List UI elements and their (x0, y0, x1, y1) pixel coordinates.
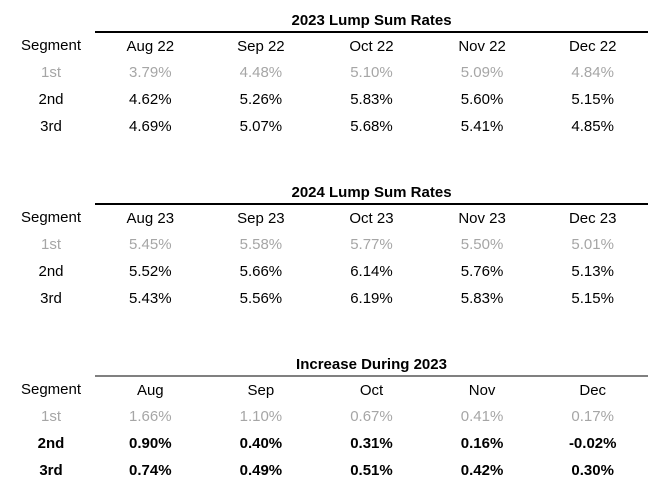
rate-cell: 1.66% (129, 408, 172, 425)
rate-cell: 0.17% (571, 408, 614, 425)
table-row: 2nd 5.52% 5.66% 6.14% 5.76% 5.13% (7, 258, 648, 285)
rate-cell: 5.07% (239, 118, 283, 135)
segment-label: 3rd (40, 118, 62, 135)
table-row: 2nd 0.90% 0.40% 0.31% 0.16% -0.02% (7, 430, 648, 457)
rate-cell: 5.15% (571, 91, 614, 108)
month-column-header: Dec 22 (568, 37, 617, 55)
month-column-header: Oct 23 (349, 209, 394, 227)
month-column-header: Aug 22 (126, 37, 175, 55)
rates-table-1: 2023 Lump Sum Rates Segment Aug 22 Sep 22 Oc… (7, 8, 649, 140)
rate-cell: 0.90% (129, 435, 172, 452)
rate-cell: 0.41% (460, 408, 504, 425)
segment-label: 3rd (40, 290, 62, 307)
rate-cell: 0.31% (350, 435, 393, 452)
month-column-header: Sep 22 (237, 37, 285, 55)
table-row: 3rd 4.69% 5.07% 5.68% 5.41% 4.85% (7, 113, 648, 140)
segment-label: 1st (40, 408, 61, 425)
rate-cell: 4.69% (129, 118, 172, 135)
segment-label: 3rd (39, 462, 63, 479)
rate-cell: 5.26% (239, 91, 283, 108)
rate-cell: 5.58% (239, 236, 283, 253)
table-title: 2023 Lump Sum Rates (95, 8, 649, 33)
month-column-header: Sep 23 (237, 209, 285, 227)
rate-cell: 4.62% (129, 91, 172, 108)
month-column-header: Nov 22 (458, 37, 506, 55)
rate-cell: 5.66% (239, 263, 283, 280)
table-row: 2nd 4.62% 5.26% 5.83% 5.60% 5.15% (7, 86, 648, 113)
rate-cell: 0.51% (350, 462, 393, 479)
month-column-header: Dec 23 (568, 209, 617, 227)
month-column-header: Nov 23 (458, 209, 506, 227)
rate-cell: 5.15% (571, 290, 614, 307)
table-title: 2024 Lump Sum Rates (95, 180, 649, 205)
title-row-spacer (7, 180, 95, 204)
rate-cell: 5.09% (460, 64, 504, 81)
month-column-header: Dec (579, 381, 607, 399)
table-row: 1st 5.45% 5.58% 5.77% 5.50% 5.01% (7, 231, 648, 258)
rate-cell: 0.16% (460, 435, 504, 452)
segment-label: 1st (40, 64, 61, 81)
rates-table-2: 2024 Lump Sum Rates Segment Aug 23 Sep 23 Oc… (7, 180, 649, 312)
rate-cell: 4.84% (571, 64, 614, 81)
month-column-header: Oct (359, 381, 384, 399)
rate-cell: 5.68% (350, 118, 393, 135)
month-column-header: Oct 22 (349, 37, 394, 55)
rate-cell: 5.83% (350, 91, 393, 108)
rate-cell: 5.60% (460, 91, 504, 108)
rate-cell: 0.30% (571, 462, 614, 479)
rate-cell: 5.83% (460, 290, 504, 307)
rate-cell: 5.10% (350, 64, 393, 81)
rate-cell: 5.41% (460, 118, 504, 135)
table-row: 3rd 5.43% 5.56% 6.19% 5.83% 5.15% (7, 285, 648, 312)
rate-cell: 0.49% (239, 462, 283, 479)
rate-cell: 5.52% (129, 263, 172, 280)
month-column-header: Nov (468, 381, 496, 399)
rate-cell: 6.14% (350, 263, 393, 280)
table-row: 1st 3.79% 4.48% 5.10% 5.09% 4.84% (7, 59, 648, 86)
rate-cell: 3.79% (129, 64, 172, 81)
segment-column-header: Segment (20, 381, 82, 398)
rate-cell: 5.13% (571, 263, 614, 280)
segment-label: 1st (40, 236, 61, 253)
rate-cell: 5.43% (129, 290, 172, 307)
title-row-spacer (7, 8, 95, 32)
month-column-header: Aug 23 (126, 209, 175, 227)
rate-cell: 5.56% (239, 290, 283, 307)
segment-label: 2nd (38, 91, 64, 108)
segment-column-header: Segment (20, 37, 82, 54)
table-row: 1st 1.66% 1.10% 0.67% 0.41% 0.17% (7, 403, 648, 430)
segment-label: 2nd (38, 263, 64, 280)
segment-column-header: Segment (20, 209, 82, 226)
table-row: 3rd 0.74% 0.49% 0.51% 0.42% 0.30% (7, 457, 648, 484)
rate-cell: 0.40% (239, 435, 283, 452)
table-title: Increase During 2023 (95, 352, 649, 377)
rate-cell: 5.01% (571, 236, 614, 253)
month-column-header: Aug (136, 381, 164, 399)
rate-cell: 1.10% (239, 408, 283, 425)
rate-cell: 0.42% (460, 462, 504, 479)
rate-cell: 5.77% (350, 236, 393, 253)
rates-table-3: Increase During 2023 Segment Aug Sep Oct Nov D… (7, 352, 649, 484)
rate-cell: 5.45% (129, 236, 172, 253)
rate-cell: 0.67% (350, 408, 393, 425)
rate-cell: -0.02% (568, 435, 617, 452)
rate-cell: 4.48% (239, 64, 283, 81)
month-column-header: Sep (247, 381, 275, 399)
segment-label: 2nd (37, 435, 65, 452)
rate-cell: 5.76% (460, 263, 504, 280)
rate-cell: 4.85% (571, 118, 614, 135)
rate-cell: 0.74% (129, 462, 172, 479)
title-row-spacer (7, 352, 95, 376)
rate-cell: 6.19% (350, 290, 393, 307)
rate-cell: 5.50% (460, 236, 504, 253)
